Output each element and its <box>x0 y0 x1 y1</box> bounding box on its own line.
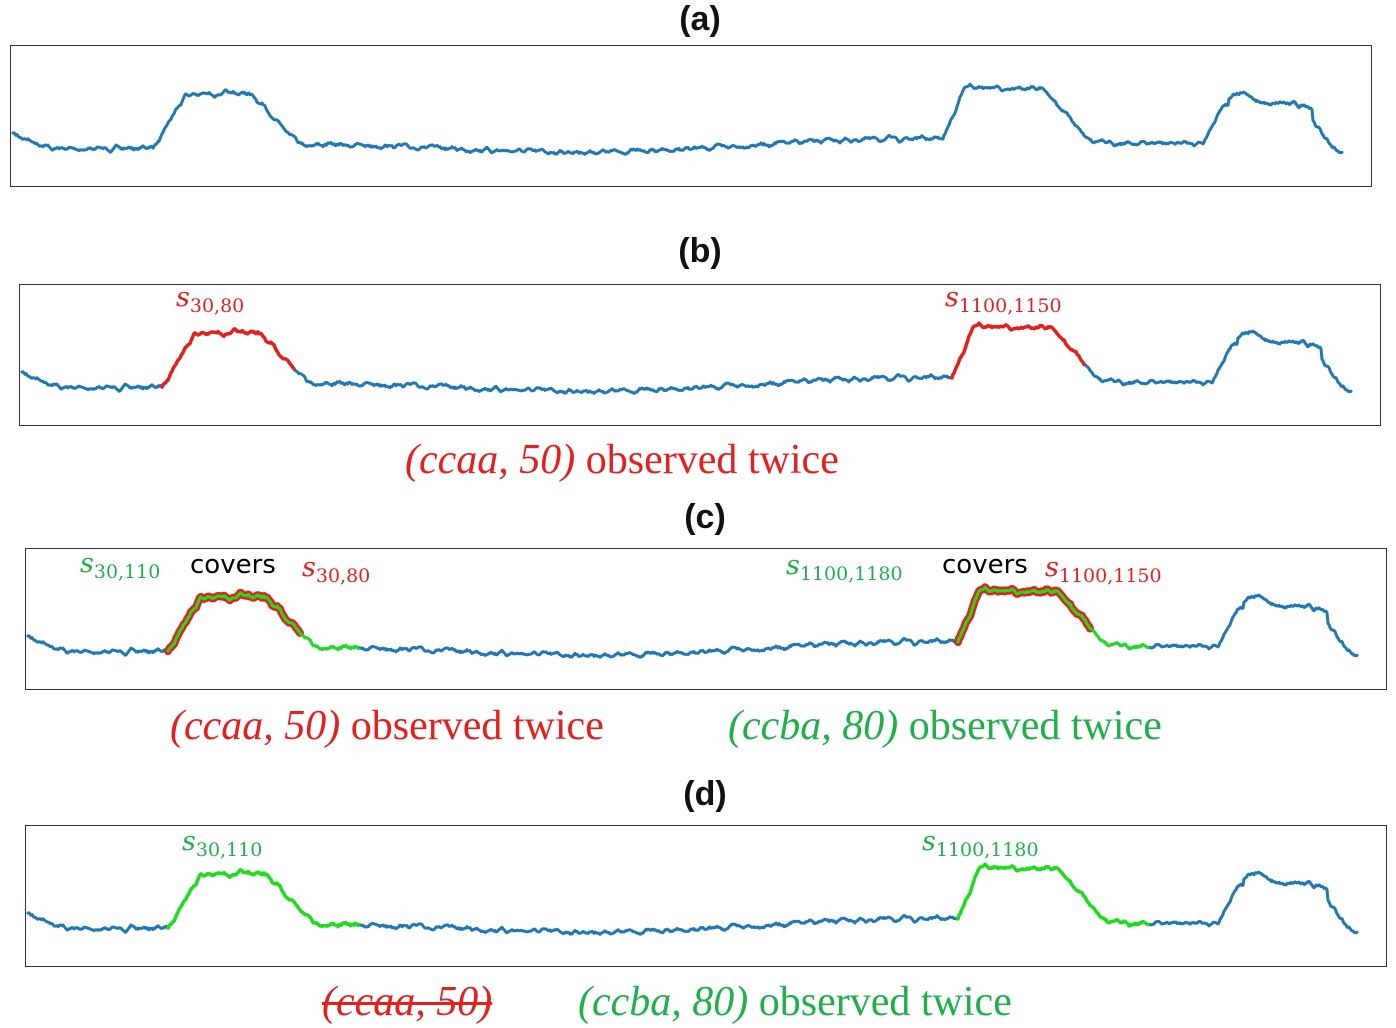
label-s1100-1150: s1100,1150 <box>945 282 1062 317</box>
ccaa-math: (ccaa, 50) <box>405 437 576 483</box>
motif-ccaa-1 <box>160 327 296 389</box>
label-s30-80-c: s30,80 <box>302 552 371 587</box>
motif-ccaa-2 <box>950 321 1086 380</box>
panel-a-box <box>10 45 1372 187</box>
panel-d-title: (d) <box>683 775 727 813</box>
label-s30-110-c: s30,110 <box>80 548 161 583</box>
caption-d-ccaa-struck: (ccaa, 50) <box>322 978 492 1026</box>
covers-text-2: covers <box>942 550 1028 580</box>
caption-d-ccba: (ccba, 80) observed twice <box>578 978 1012 1026</box>
caption-c-ccaa: (ccaa, 50) observed twice <box>170 702 604 750</box>
panel-c-title: (c) <box>684 498 726 536</box>
panel-c-series <box>26 583 1359 659</box>
caption-b-ccaa: (ccaa, 50) observed twice <box>405 436 839 484</box>
observed-twice-text-c2: observed twice <box>908 703 1162 749</box>
time-series-line <box>11 82 1344 156</box>
panel-b-box <box>19 284 1381 426</box>
label-s1100-1180-c: s1100,1180 <box>786 550 903 585</box>
panel-b-series <box>20 321 1353 395</box>
label-s30-110-d: s30,110 <box>182 826 263 861</box>
panel-a-series <box>11 82 1344 156</box>
observed-twice-text: observed twice <box>585 437 839 483</box>
ccba-math-d: (ccba, 80) <box>578 979 749 1025</box>
ccba-math-c: (ccba, 80) <box>728 703 899 749</box>
label-s30-80: s30,80 <box>176 282 245 317</box>
panel-b-title: (b) <box>678 232 722 270</box>
panel-a-title: (a) <box>679 0 721 38</box>
ccaa-math-d: (ccaa, 50) <box>322 979 493 1025</box>
motif-ccba-1 <box>166 868 360 930</box>
label-s1100-1180-d: s1100,1180 <box>922 826 1039 861</box>
motif-ccba-2 <box>956 585 1150 651</box>
panel-c-box <box>25 548 1387 690</box>
covers-text-1: covers <box>190 550 276 580</box>
panel-d-box <box>25 825 1387 967</box>
observed-twice-text-c1: observed twice <box>350 703 604 749</box>
panel-d-series <box>26 862 1359 936</box>
caption-c-ccba: (ccba, 80) observed twice <box>728 702 1162 750</box>
motif-ccaa-1 <box>164 588 304 656</box>
motif-ccba-2 <box>956 862 1150 928</box>
observed-twice-text-d: observed twice <box>758 979 1012 1025</box>
label-s1100-1150-c: s1100,1150 <box>1045 552 1162 587</box>
motif-ccba-1 <box>166 591 360 653</box>
ccaa-math-c: (ccaa, 50) <box>170 703 341 749</box>
